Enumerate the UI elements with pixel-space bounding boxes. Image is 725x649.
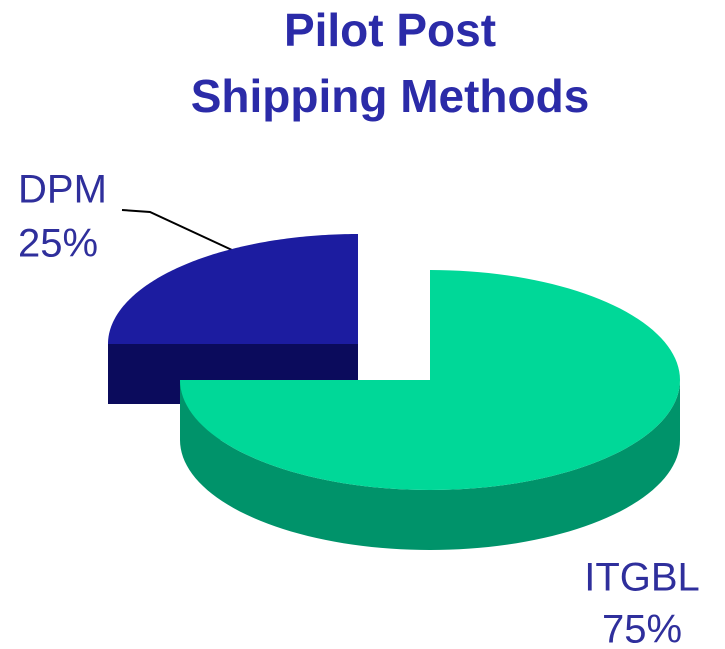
slice-value-label: 25% [18,222,98,266]
slice-label: ITGBL [584,556,700,600]
slice-value-label: 75% [602,608,682,649]
pie [108,234,680,550]
slice-side [180,380,680,550]
slice [108,234,358,344]
slice-label: DPM [18,168,107,212]
slice [180,270,680,490]
chart-title: Pilot Post [284,4,496,56]
leader-line [121,209,233,251]
chart-title: Shipping Methods [191,70,590,122]
